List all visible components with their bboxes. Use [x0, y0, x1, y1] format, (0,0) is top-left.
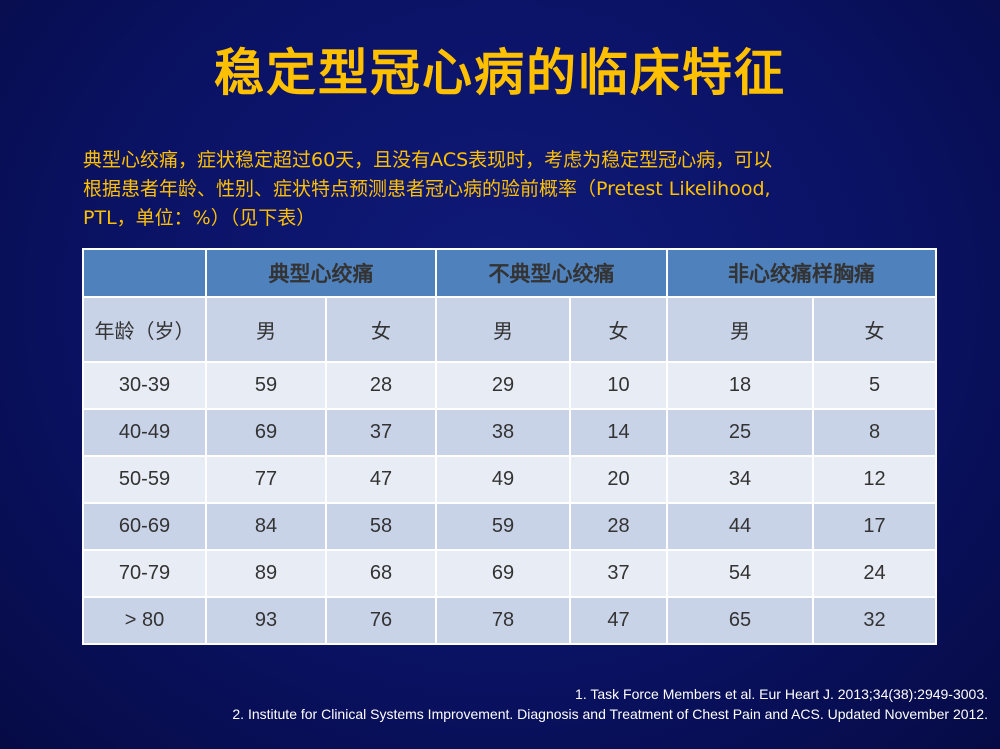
references: 1. Task Force Members et al. Eur Heart J…: [232, 684, 988, 724]
value-cell: 18: [666, 361, 814, 410]
value-cell: 8: [812, 408, 937, 457]
sex-header-male: 男: [435, 296, 571, 363]
age-cell: 50-59: [82, 455, 207, 504]
table-row: 30-39 59 28 29 10 18 5: [82, 361, 937, 410]
value-cell: 5: [812, 361, 937, 410]
value-cell: 29: [435, 361, 571, 410]
sex-header-female: 女: [325, 296, 437, 363]
value-cell: 68: [325, 549, 437, 598]
value-cell: 47: [325, 455, 437, 504]
age-cell: > 80: [82, 596, 207, 645]
value-cell: 17: [812, 502, 937, 551]
value-cell: 14: [569, 408, 668, 457]
value-cell: 59: [435, 502, 571, 551]
value-cell: 24: [812, 549, 937, 598]
group-header-noncardiac: 非心绞痛样胸痛: [666, 248, 937, 298]
table-row: 70-79 89 68 69 37 54 24: [82, 549, 937, 598]
age-cell: 30-39: [82, 361, 207, 410]
value-cell: 25: [666, 408, 814, 457]
value-cell: 28: [569, 502, 668, 551]
value-cell: 12: [812, 455, 937, 504]
value-cell: 76: [325, 596, 437, 645]
value-cell: 77: [205, 455, 327, 504]
table-row: 50-59 77 47 49 20 34 12: [82, 455, 937, 504]
intro-text: 典型心绞痛，症状稳定超过60天，且没有ACS表现时，考虑为稳定型冠心病，可以 根…: [83, 146, 943, 233]
value-cell: 34: [666, 455, 814, 504]
sex-header-male: 男: [205, 296, 327, 363]
age-cell: 40-49: [82, 408, 207, 457]
value-cell: 84: [205, 502, 327, 551]
intro-line-1: 典型心绞痛，症状稳定超过60天，且没有ACS表现时，考虑为稳定型冠心病，可以: [83, 149, 773, 171]
value-cell: 20: [569, 455, 668, 504]
intro-line-3: PTL，单位：%）（见下表）: [83, 207, 316, 229]
value-cell: 47: [569, 596, 668, 645]
age-header: 年龄（岁）: [82, 296, 207, 363]
slide-title: 稳定型冠心病的临床特征: [214, 44, 786, 102]
value-cell: 37: [325, 408, 437, 457]
value-cell: 59: [205, 361, 327, 410]
value-cell: 49: [435, 455, 571, 504]
sex-header-female: 女: [569, 296, 668, 363]
age-cell: 70-79: [82, 549, 207, 598]
group-header-atypical: 不典型心绞痛: [435, 248, 668, 298]
value-cell: 28: [325, 361, 437, 410]
table-row: 40-49 69 37 38 14 25 8: [82, 408, 937, 457]
sex-header-female: 女: [812, 296, 937, 363]
value-cell: 69: [435, 549, 571, 598]
table-row: 60-69 84 58 59 28 44 17: [82, 502, 937, 551]
value-cell: 10: [569, 361, 668, 410]
reference-1: 1. Task Force Members et al. Eur Heart J…: [575, 686, 988, 702]
value-cell: 69: [205, 408, 327, 457]
value-cell: 38: [435, 408, 571, 457]
value-cell: 65: [666, 596, 814, 645]
reference-2: 2. Institute for Clinical Systems Improv…: [232, 706, 988, 722]
group-header-typical: 典型心绞痛: [205, 248, 437, 298]
table-row: > 80 93 76 78 47 65 32: [82, 596, 937, 645]
value-cell: 78: [435, 596, 571, 645]
value-cell: 32: [812, 596, 937, 645]
value-cell: 54: [666, 549, 814, 598]
value-cell: 89: [205, 549, 327, 598]
value-cell: 93: [205, 596, 327, 645]
age-cell: 60-69: [82, 502, 207, 551]
value-cell: 58: [325, 502, 437, 551]
sex-header-male: 男: [666, 296, 814, 363]
ptl-table: 典型心绞痛 不典型心绞痛 非心绞痛样胸痛 年龄（岁） 男 女 男 女 男 女 3…: [82, 248, 937, 645]
value-cell: 37: [569, 549, 668, 598]
corner-cell: [82, 248, 207, 298]
intro-line-2: 根据患者年龄、性别、症状特点预测患者冠心病的验前概率（Pretest Likel…: [83, 178, 771, 200]
sex-header-row: 年龄（岁） 男 女 男 女 男 女: [82, 296, 937, 363]
group-header-row: 典型心绞痛 不典型心绞痛 非心绞痛样胸痛: [82, 248, 937, 298]
value-cell: 44: [666, 502, 814, 551]
